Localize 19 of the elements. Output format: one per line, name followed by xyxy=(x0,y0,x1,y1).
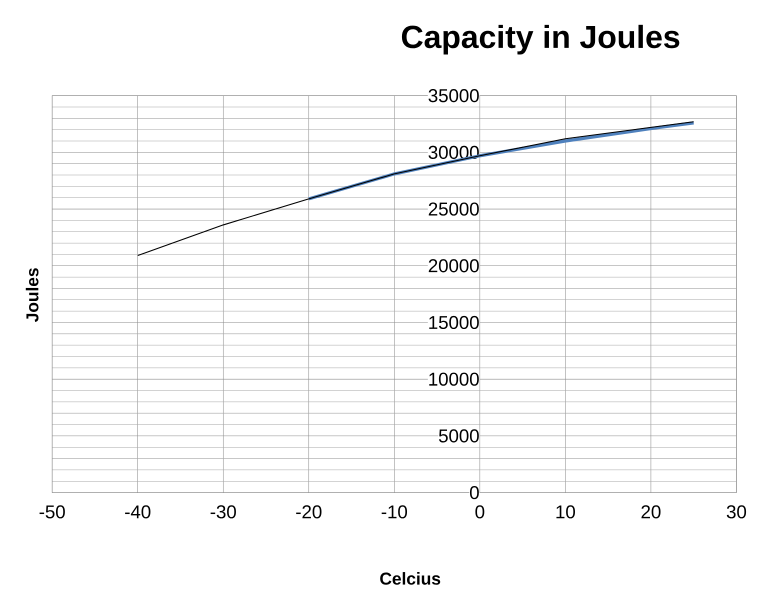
x-tick-label: -10 xyxy=(382,505,408,519)
y-tick-label: 5000 xyxy=(438,430,479,443)
x-tick-label: -40 xyxy=(125,505,150,519)
y-tick-label: 35000 xyxy=(428,89,479,102)
chart-title: Capacity in Joules xyxy=(402,25,680,55)
x-tick-label: -50 xyxy=(40,505,65,519)
y-axis-title: Joules xyxy=(26,268,38,322)
y-tick-label: 20000 xyxy=(428,259,479,273)
x-tick-label: 10 xyxy=(556,505,575,519)
x-tick-label: -30 xyxy=(210,505,236,519)
y-tick-label: 15000 xyxy=(429,316,479,330)
y-tick-label: 25000 xyxy=(428,202,479,216)
y-tick-label: 10000 xyxy=(429,372,479,386)
x-tick-label: 20 xyxy=(642,505,661,519)
x-tick-label: 30 xyxy=(726,505,746,519)
y-tick-label: 0 xyxy=(470,486,479,500)
x-tick-label: -20 xyxy=(296,505,322,519)
line-series xyxy=(137,121,694,256)
x-axis-title: Celcius xyxy=(380,572,440,585)
